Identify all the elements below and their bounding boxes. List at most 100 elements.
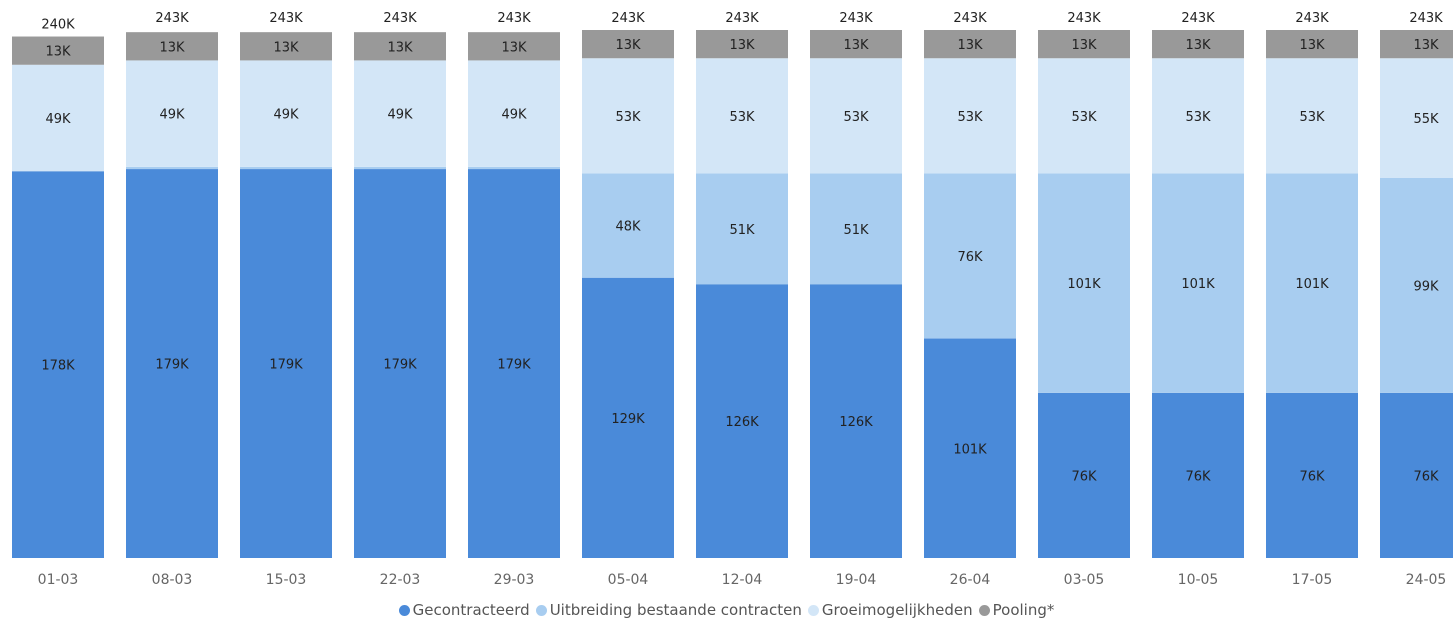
bar-segment	[240, 32, 332, 61]
bar-segment	[12, 64, 104, 172]
total-label: 243K	[839, 11, 873, 26]
bar-segment	[1038, 58, 1130, 174]
data-label: 13K	[1413, 38, 1439, 53]
bar-segment	[1380, 58, 1453, 178]
bar-segment	[1152, 30, 1244, 59]
bar-segment	[582, 58, 674, 174]
bar-segment	[126, 60, 218, 167]
x-tick-label: 26-04	[950, 572, 991, 588]
data-label: 49K	[387, 108, 413, 123]
bar-segment	[126, 32, 218, 61]
bar-segment	[582, 277, 674, 558]
bar-segment	[12, 171, 104, 559]
data-label: 13K	[501, 40, 527, 55]
bar-segment	[468, 166, 560, 170]
data-label: 53K	[1299, 110, 1325, 125]
total-label: 243K	[497, 11, 531, 26]
data-label: 76K	[1413, 469, 1439, 484]
bar-stack-17-05: 76K 101K 53K 13K	[1266, 30, 1358, 558]
bar-segment	[1266, 392, 1358, 558]
bar-segment	[240, 169, 332, 559]
bar-segment	[1380, 177, 1453, 393]
data-label: 53K	[957, 110, 983, 125]
bar-stack-15-03: 179K 49K 13K	[240, 32, 332, 559]
total-label: 243K	[725, 11, 759, 26]
data-label: 51K	[729, 223, 755, 238]
bar-segment	[810, 173, 902, 285]
bar-stack-29-03: 179K 49K 13K	[468, 32, 560, 559]
data-label: 13K	[273, 40, 299, 55]
bar-stack-12-04: 126K 51K 53K 13K	[696, 30, 788, 558]
data-label: 76K	[1299, 469, 1325, 484]
legend-item[interactable]: Gecontracteerd	[398, 601, 530, 619]
bar-segment	[924, 30, 1016, 59]
bar-segment	[240, 60, 332, 167]
bar-segment	[696, 58, 788, 174]
data-label: 49K	[501, 108, 527, 123]
total-label: 243K	[1295, 11, 1329, 26]
total-label: 243K	[953, 11, 987, 26]
data-label: 101K	[1067, 277, 1101, 292]
bar-segment	[468, 169, 560, 559]
bar-segment	[1038, 392, 1130, 558]
data-label: 49K	[273, 108, 299, 123]
bar-segment	[1266, 30, 1358, 59]
x-tick-label: 01-03	[38, 572, 79, 588]
bar-segment	[354, 169, 446, 559]
bar-segment	[810, 30, 902, 59]
x-tick-label: 22-03	[380, 572, 421, 588]
data-label: 49K	[45, 112, 71, 127]
data-label: 179K	[269, 358, 303, 373]
bar-stack-26-04: 101K 76K 53K 13K	[924, 30, 1016, 558]
legend-item[interactable]: Groeimogelijkheden	[807, 601, 973, 619]
data-label: 53K	[1071, 110, 1097, 125]
bar-segment	[468, 32, 560, 61]
bar-segment	[810, 284, 902, 558]
data-label: 13K	[1299, 38, 1325, 53]
bar-segment	[1380, 30, 1453, 59]
bar-segment	[354, 60, 446, 167]
legend-swatch	[398, 604, 410, 616]
bar-segment	[696, 173, 788, 285]
data-label: 13K	[387, 40, 413, 55]
bar-segment	[12, 36, 104, 65]
data-label: 13K	[843, 38, 869, 53]
bar-stack-24-05: 76K 99K 55K 13K	[1380, 30, 1453, 558]
bar-stack-22-03: 179K 49K 13K	[354, 32, 446, 559]
data-label: 76K	[1185, 469, 1211, 484]
x-tick-label: 10-05	[1178, 572, 1219, 588]
legend-swatch	[807, 604, 819, 616]
data-label: 53K	[615, 110, 641, 125]
bar-segment	[582, 30, 674, 59]
x-tick-label: 15-03	[266, 572, 307, 588]
x-tick-label: 17-05	[1292, 572, 1333, 588]
bar-segment	[1038, 30, 1130, 59]
data-label: 13K	[1185, 38, 1211, 53]
data-label: 13K	[615, 38, 641, 53]
legend-label: Pooling*	[992, 601, 1055, 619]
data-label: 13K	[729, 38, 755, 53]
bar-segment	[126, 166, 218, 170]
chart-legend: Gecontracteerd Uitbreiding bestaande cont…	[0, 598, 1453, 622]
bar-segment	[924, 173, 1016, 339]
data-label: 101K	[953, 442, 987, 457]
bar-stack-05-04: 129K 48K 53K 13K	[582, 30, 674, 558]
total-label: 243K	[1181, 11, 1215, 26]
legend-item[interactable]: Uitbreiding bestaande contracten	[535, 601, 802, 619]
bar-segment	[354, 166, 446, 170]
total-label: 243K	[155, 11, 189, 26]
x-tick-label: 24-05	[1406, 572, 1447, 588]
legend-label: Uitbreiding bestaande contracten	[549, 601, 802, 619]
bar-segment	[810, 58, 902, 174]
data-label: 53K	[843, 110, 869, 125]
data-label: 99K	[1413, 279, 1439, 294]
data-label: 179K	[155, 358, 189, 373]
data-label: 53K	[1185, 110, 1211, 125]
bar-stack-10-05: 76K 101K 53K 13K	[1152, 30, 1244, 558]
x-tick-label: 29-03	[494, 572, 535, 588]
legend-item[interactable]: Pooling*	[978, 601, 1055, 619]
total-label: 243K	[383, 11, 417, 26]
data-label: 49K	[159, 108, 185, 123]
chart-plot-area: 178K 49K 13K 240K 01-03 179K 49K 13K 243K 08-03 17…	[12, 11, 1453, 588]
bar-segment	[1152, 58, 1244, 174]
